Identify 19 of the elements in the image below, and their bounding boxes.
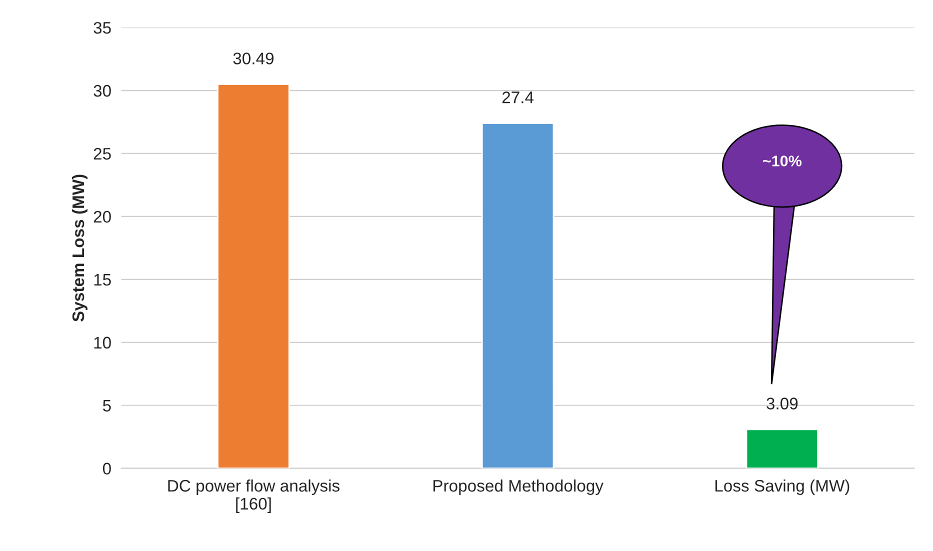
y-tick-label: 5 [102,400,111,412]
x-tick-label: DC power flow analysis [160] [168,479,340,513]
bar [481,122,554,468]
y-tick-label: 30 [94,84,111,97]
annotation: ~10% [763,156,802,166]
y-tick-label: 25 [94,148,111,160]
y-tick-label: 15 [94,274,111,286]
bar [217,84,290,468]
data-label: 27.4 [502,92,534,104]
y-tick-label: 10 [94,336,111,349]
y-axis-title: System Loss (MW) [72,174,88,322]
data-label: 30.49 [233,52,274,64]
data-label: 3.09 [766,398,798,410]
x-tick-label: Loss Saving (MW) [715,479,850,495]
y-tick-label: 35 [94,22,111,34]
x-tick-label: Proposed Methodology [433,479,604,495]
bar [746,428,819,468]
y-tick-label: 20 [94,210,111,223]
y-tick-label: 0 [102,462,111,475]
